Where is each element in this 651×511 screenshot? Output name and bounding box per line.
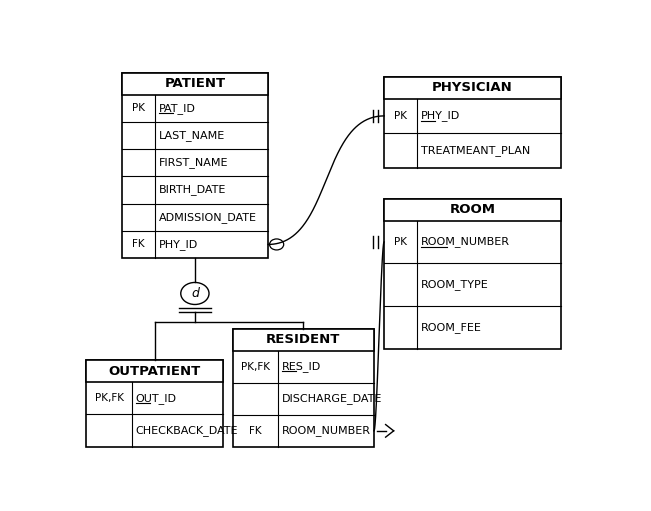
Text: FK: FK — [249, 426, 262, 436]
Text: OUT_ID: OUT_ID — [136, 393, 177, 404]
Text: PAT_ID: PAT_ID — [159, 103, 195, 114]
Text: d: d — [191, 287, 199, 300]
Text: PATIENT: PATIENT — [164, 78, 225, 90]
Text: ROOM_NUMBER: ROOM_NUMBER — [282, 425, 371, 436]
Bar — [87, 360, 223, 447]
Text: ADMISSION_DATE: ADMISSION_DATE — [159, 212, 256, 223]
Text: FK: FK — [132, 240, 145, 249]
Bar — [384, 77, 561, 99]
Text: ROOM_NUMBER: ROOM_NUMBER — [421, 237, 510, 247]
Text: ROOM: ROOM — [449, 203, 495, 216]
Text: BIRTH_DATE: BIRTH_DATE — [159, 184, 226, 196]
Bar — [233, 329, 374, 351]
Text: PHYSICIAN: PHYSICIAN — [432, 81, 513, 95]
Text: PK: PK — [394, 111, 407, 121]
Bar — [87, 360, 223, 382]
Text: DISCHARGE_DATE: DISCHARGE_DATE — [282, 393, 383, 404]
Text: PK,FK: PK,FK — [94, 393, 124, 403]
Text: FIRST_NAME: FIRST_NAME — [159, 157, 228, 168]
Text: RES_ID: RES_ID — [282, 361, 322, 372]
Text: PK: PK — [132, 103, 145, 113]
Text: RESIDENT: RESIDENT — [266, 333, 340, 346]
Text: PK: PK — [394, 237, 407, 247]
Text: OUTPATIENT: OUTPATIENT — [109, 365, 201, 378]
Bar — [122, 73, 268, 95]
Bar — [122, 73, 268, 258]
Text: CHECKBACK_DATE: CHECKBACK_DATE — [136, 425, 238, 436]
Text: TREATMEANT_PLAN: TREATMEANT_PLAN — [421, 145, 530, 156]
Bar — [384, 199, 561, 221]
Text: ROOM_FEE: ROOM_FEE — [421, 322, 482, 333]
Bar — [384, 77, 561, 168]
Text: ROOM_TYPE: ROOM_TYPE — [421, 279, 489, 290]
Text: PHY_ID: PHY_ID — [159, 239, 198, 250]
Text: PK,FK: PK,FK — [241, 362, 270, 371]
Text: LAST_NAME: LAST_NAME — [159, 130, 225, 141]
Bar — [384, 199, 561, 349]
Text: PHY_ID: PHY_ID — [421, 110, 460, 122]
Bar — [233, 329, 374, 447]
